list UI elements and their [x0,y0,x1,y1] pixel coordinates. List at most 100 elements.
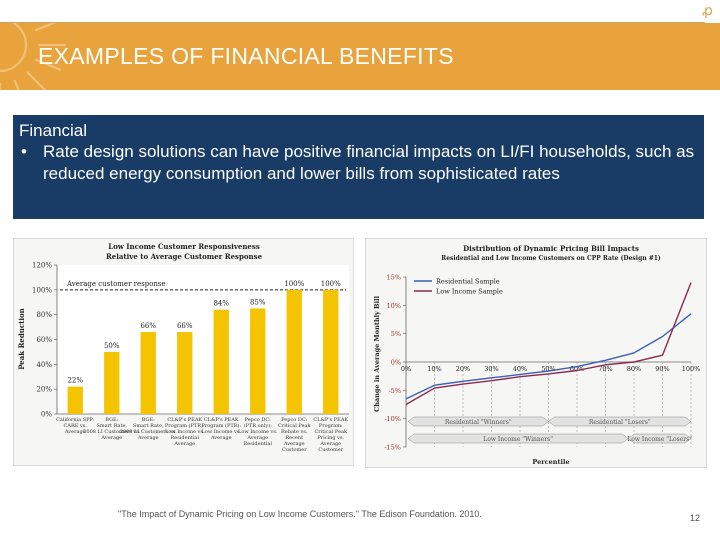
bar-y-tick-label: 20% [36,386,52,394]
bar-category-line: Pepco DC: [245,417,272,423]
bar-mark [104,351,120,414]
line-x-tick-label: 30% [484,365,498,373]
bar-chart-title: Low Income Customer Responsiveness [108,242,260,251]
line-series [405,313,692,400]
bar-category-line: Critical Peak [278,423,311,429]
bar-category-line: CL&P's PEAK [313,417,348,423]
annotation-label: Residential "Winners" [445,419,512,426]
bar-category-line: Recent [285,435,303,441]
line-series [405,282,692,406]
bar-category-label: BGE: Smart Rate, 2009 LI Customers vs. Aver… [120,417,177,441]
line-chart-x-label: Percentile [532,458,569,466]
bar-mark [323,289,339,414]
bar-category-line: Program (PTR): [165,422,205,429]
bar-category-line: Program: [319,423,343,429]
reference-line-label: Average customer response [66,280,166,288]
bar-mark [140,332,156,414]
bar-category-label: Pepco DC: Critical Peak Rebate vs. Recent Av… [278,417,311,453]
bar-category-line: CARE vs. [64,423,88,429]
bar-category-line: Pepco DC: [281,417,308,423]
bar-value-label: 100% [284,280,304,288]
bar-category-label: Pepco DC: (PTR only): Low Income vs. Averag… [238,417,278,447]
line-y-tick-label: -15% [384,444,401,452]
bar-mark [250,308,266,414]
annotation-label: Low Income "Losers" [627,436,692,443]
line-x-tick-label: 20% [456,365,470,373]
bar-category-label: CL&P's PEAK Program: Critical Peak Pricing … [313,417,348,453]
bar-y-tick-label: 120% [32,262,52,270]
bar-category-line: Average [246,435,268,441]
right-chart-panel: Distribution of Dynamic Pricing Bill Imp… [365,238,707,468]
line-x-tick-label: 100% [682,365,701,373]
bar-category-line: 2008 LI Customers vs. [83,429,140,435]
bullet-item: • Rate design solutions can have positiv… [19,141,698,185]
bar-y-tick-label: 60% [36,336,52,344]
bar-mark [177,332,193,414]
legend-label: Low Income Sample [436,288,503,296]
line-x-tick-label: 90% [655,365,669,373]
bar-chart-subtitle: Relative to Average Customer Response [106,252,263,261]
corner-logo-icon: ꝓ [702,2,713,18]
line-y-tick-label: 15% [387,274,401,282]
bar-category-line: CL&P's PEAK [167,417,202,423]
bar-y-tick-label: 80% [36,311,52,319]
bar-category-line: Residential [244,441,273,447]
line-chart-subtitle: Residential and Low Income Customers on … [441,255,661,262]
line-x-tick-label: 40% [513,365,527,373]
bar-category-line: Smart Rate, [133,423,164,429]
line-x-tick-label: 10% [427,365,441,373]
line-y-tick-label: -5% [388,387,401,395]
line-y-tick-label: 10% [387,302,401,310]
line-chart-y-label: Change in Average Monthly Bill [373,296,381,412]
bar-category-label: BGE: Smart Rate, 2008 LI Customers vs. Aver… [83,417,140,441]
bar-category-line: BGE: [105,417,118,423]
bar-category-line: Customer [318,447,343,453]
bar-category-line: Program (PTR): [201,422,241,429]
bar-category-line: 2009 LI Customers vs. [120,429,177,435]
bullet-text: Rate design solutions can have positive … [43,142,695,183]
bar-value-label: 66% [177,322,193,330]
bar-category-label: CL&P's PEAK Program (PTR): Low Income vs. A… [201,417,241,441]
source-footnote: "The Impact of Dynamic Pricing on Low In… [118,509,482,519]
line-y-tick-label: 5% [391,330,401,338]
bar-y-tick-label: 100% [32,286,52,294]
callout-heading: Financial [19,121,88,140]
bar-category-line: Average [137,435,159,441]
annotation-arrow [548,416,692,427]
line-x-tick-label: 50% [541,365,555,373]
line-x-tick-label: 70% [598,365,612,373]
line-y-tick-label: -10% [384,415,401,423]
bar-category-line: Average [210,435,232,441]
sunburst-icon [0,23,66,90]
bar-value-label: 100% [321,280,341,288]
legend-label: Residential Sample [436,278,500,286]
legend-box [411,275,509,297]
bar-category-line: Pricing vs. [317,435,344,441]
bar-category-line: CL&P's PEAK [204,417,239,423]
bar-category-line: Rebate vs. [281,429,308,435]
line-chart: Distribution of Dynamic Pricing Bill Imp… [373,244,701,466]
bar-category-line: Average [173,441,195,447]
bar-category-line: (PTR only): [244,422,273,429]
bar-value-label: 50% [104,342,120,350]
bar-category-line: Average [100,435,122,441]
bar-category-line: Residential [171,435,200,441]
bar-category-line: Smart Rate, [96,423,127,429]
bar-category-line: BGE: [142,417,155,423]
annotation-label: Residential "Losers" [589,419,651,426]
bar-chart-y-label: Peak Reduction [17,308,26,370]
bar-category-line: Average [319,441,341,447]
bar-mark [213,309,229,414]
line-y-tick-label: 0% [391,359,401,367]
line-x-tick-label: 0% [401,365,411,373]
page-number: 12 [690,513,701,523]
bar-y-tick-label: 40% [36,361,52,369]
bar-category-line: Customer [282,447,307,453]
bar-category-line: Average [283,441,305,447]
line-x-tick-label: 80% [627,365,641,373]
bar-value-label: 22% [67,377,83,385]
bar-value-label: 85% [250,298,266,306]
financial-callout: Financial • Rate design solutions can ha… [13,115,704,219]
line-chart-title: Distribution of Dynamic Pricing Bill Imp… [463,244,639,253]
bar-y-tick-label: 0% [41,411,52,419]
